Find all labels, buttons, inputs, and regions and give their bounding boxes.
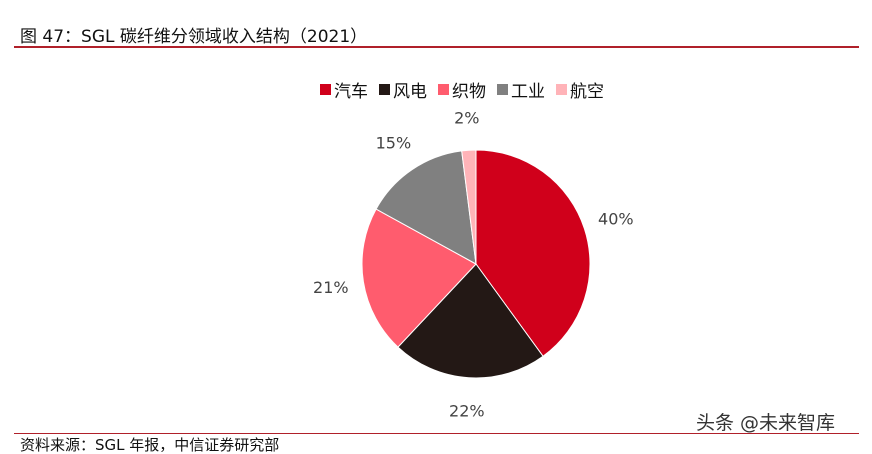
pie-slice-aviation: [461, 149, 477, 265]
legend-label-wind: 风电: [393, 81, 427, 102]
pie-label-industry: 15%: [376, 133, 412, 152]
legend-label-industry: 工业: [511, 81, 545, 102]
legend-swatch-fabric: [438, 83, 449, 95]
watermark-text: 头条 @未来智库: [696, 412, 836, 434]
pie-label-fabric: 21%: [313, 278, 349, 297]
pie-slice-auto: [475, 149, 591, 357]
figure-title: 图 47：SGL 碳纤维分领域收入结构（2021）: [20, 27, 368, 47]
pie-slice-industry: [375, 150, 477, 265]
pie-label-wind: 22%: [449, 402, 485, 421]
pie-label-auto: 40%: [598, 210, 634, 229]
legend-item-fabric: 织物: [438, 77, 486, 102]
legend-label-fabric: 织物: [452, 81, 486, 102]
pie-slice-wind: [397, 263, 544, 379]
pie-label-aviation: 2%: [454, 108, 479, 127]
chart-legend: 汽车 风电 织物 工业 航空: [320, 77, 604, 102]
pie-slice-fabric: [361, 208, 477, 348]
legend-item-industry: 工业: [497, 77, 545, 102]
source-rule: [14, 433, 859, 434]
legend-item-wind: 风电: [379, 77, 427, 102]
legend-swatch-aviation: [556, 83, 567, 95]
title-rule: [14, 46, 859, 48]
legend-label-aviation: 航空: [570, 81, 604, 102]
legend-item-auto: 汽车: [320, 77, 368, 102]
legend-swatch-wind: [379, 83, 390, 95]
legend-swatch-auto: [320, 83, 331, 95]
legend-item-aviation: 航空: [556, 77, 604, 102]
source-note: 资料来源：SGL 年报，中信证券研究部: [20, 436, 280, 454]
legend-swatch-industry: [497, 83, 508, 95]
legend-label-auto: 汽车: [334, 81, 368, 102]
